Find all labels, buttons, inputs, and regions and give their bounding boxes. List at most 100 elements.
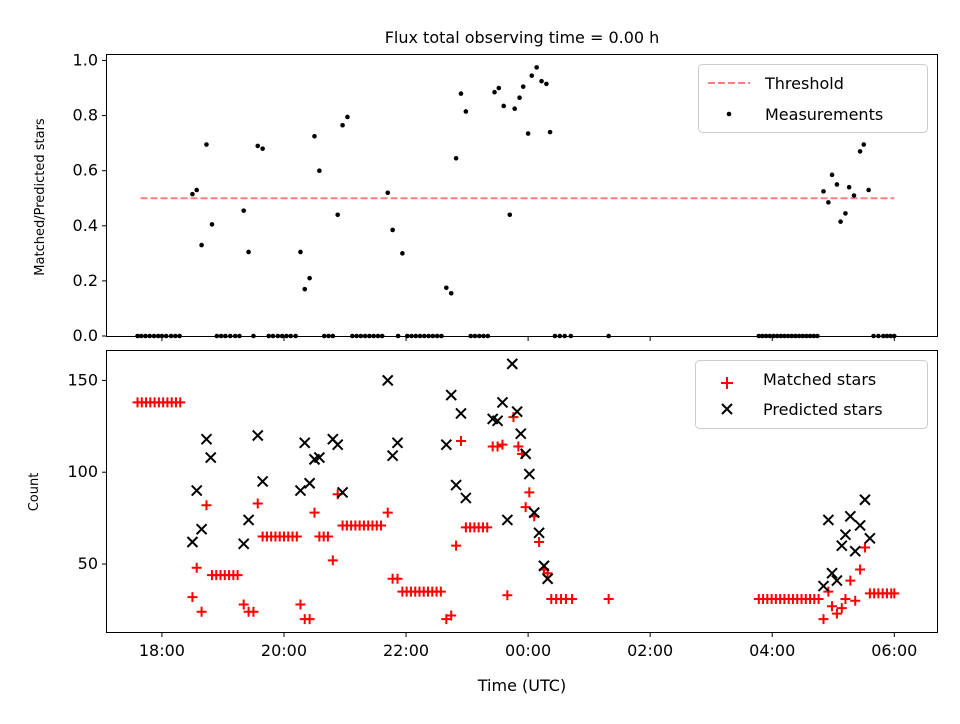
predicted-star-point <box>252 429 264 442</box>
predicted-star-point <box>460 492 472 504</box>
measurement-point <box>517 95 522 101</box>
predicted-star-point <box>506 358 518 370</box>
measurement-point <box>492 89 497 95</box>
matched-star-point <box>196 606 207 617</box>
matched-star-point <box>859 542 870 553</box>
matched-star-point <box>603 593 614 604</box>
matched-star-point <box>850 595 861 606</box>
matched-star-point <box>252 498 263 509</box>
matched-star-point <box>827 601 838 612</box>
predicted-star-point <box>440 438 453 451</box>
matched-star-point <box>534 537 545 548</box>
matched-star-point <box>492 441 503 452</box>
x-tick-label: 00:00 <box>505 641 551 660</box>
matched-star-point <box>392 573 403 584</box>
predicted-star-point <box>237 538 250 550</box>
matched-star-point <box>831 608 842 619</box>
matched-star-point <box>855 564 866 575</box>
predicted-star-point <box>839 528 852 541</box>
measurement-point <box>246 249 251 255</box>
measurement-point <box>821 189 826 194</box>
predicted-star-point <box>501 514 514 526</box>
measurement-point <box>194 187 200 193</box>
top-y-tick-label: 0.0 <box>73 326 98 345</box>
measurement-point <box>204 142 209 147</box>
predicted-star-point <box>382 374 394 387</box>
top-y-axis-label: Matched/Predicted stars <box>33 118 48 276</box>
measurement-point <box>512 106 517 112</box>
predicted-star-point <box>844 510 857 523</box>
measurement-point <box>866 187 871 193</box>
matched-star-point <box>175 397 186 408</box>
bottom-legend: Matched stars Predicted stars <box>695 360 928 429</box>
matched-star-point <box>455 435 466 446</box>
measurement-point <box>501 103 506 109</box>
legend-matched-swatch <box>721 377 733 389</box>
matched-star-point <box>567 593 578 604</box>
x-tick-label: 06:00 <box>871 641 917 660</box>
legend-threshold-label: Threshold <box>764 74 844 93</box>
measurement-point <box>826 200 831 205</box>
top-y-tick-label: 0.8 <box>73 106 98 125</box>
matched-star-point <box>309 507 320 518</box>
predicted-star-point <box>191 484 203 497</box>
predicted-star-point <box>817 580 830 592</box>
legend-predicted-swatch <box>721 403 733 415</box>
bottom-axes-frame <box>106 350 938 633</box>
measurement-point <box>209 222 215 227</box>
predicted-star-point <box>822 514 835 526</box>
matched-star-point <box>840 593 851 604</box>
matched-star-point <box>232 570 243 581</box>
top-legend: Threshold Measurements <box>698 64 928 133</box>
measurement-point <box>317 168 322 174</box>
predicted-star-point <box>511 405 523 418</box>
measurement-point <box>453 156 459 161</box>
x-tick-label: 20:00 <box>261 641 307 660</box>
predicted-star-point <box>854 519 866 532</box>
x-axis-label: Time (UTC) <box>477 676 566 695</box>
predicted-star-point <box>186 536 199 548</box>
measurement-point <box>385 190 391 196</box>
measurement-point <box>843 211 848 216</box>
measurement-point <box>861 142 867 147</box>
matched-star-point <box>513 441 524 452</box>
measurement-point <box>463 109 469 114</box>
measurement-point <box>400 251 405 256</box>
bottom-y-ticks: 50 100 150 <box>67 370 107 573</box>
predicted-star-point <box>491 415 504 427</box>
predicted-star-point <box>336 486 349 499</box>
measurement-point <box>838 219 843 224</box>
matched-star-point <box>451 540 462 551</box>
matched-star-point <box>191 562 202 573</box>
measurement-point <box>507 212 513 218</box>
x-tick-label: 04:00 <box>749 641 795 660</box>
predicted-star-point <box>303 477 316 489</box>
predicted-star-point <box>455 407 467 420</box>
bottom-y-axis-label: Count <box>27 473 42 512</box>
top-y-tick-label: 0.2 <box>73 271 98 290</box>
measurement-point <box>547 129 553 135</box>
predicted-star-point <box>496 396 509 409</box>
predicted-star-point <box>831 574 843 587</box>
matched-star-point <box>327 555 338 566</box>
measurement-point <box>345 114 350 120</box>
predicted-star-point <box>849 545 861 557</box>
matched-star-point <box>382 507 393 518</box>
measurement-point <box>496 85 502 91</box>
matched-star-point <box>836 603 847 614</box>
matched-star-point <box>813 593 824 604</box>
legend-measurements-label: Measurements <box>765 105 883 124</box>
matched-star-point <box>524 487 535 498</box>
matched-star-point <box>845 575 856 586</box>
predicted-star-point <box>299 437 311 449</box>
measurement-point <box>846 184 852 190</box>
matched-star-point <box>435 586 446 597</box>
matched-star-point <box>508 412 519 423</box>
bottom-y-tick-label: 150 <box>67 370 98 389</box>
matched-star-point <box>248 606 259 617</box>
predicted-star-point <box>313 451 326 464</box>
measurement-point <box>340 122 345 128</box>
predicted-star-point <box>205 451 217 464</box>
measurement-point <box>241 208 247 213</box>
